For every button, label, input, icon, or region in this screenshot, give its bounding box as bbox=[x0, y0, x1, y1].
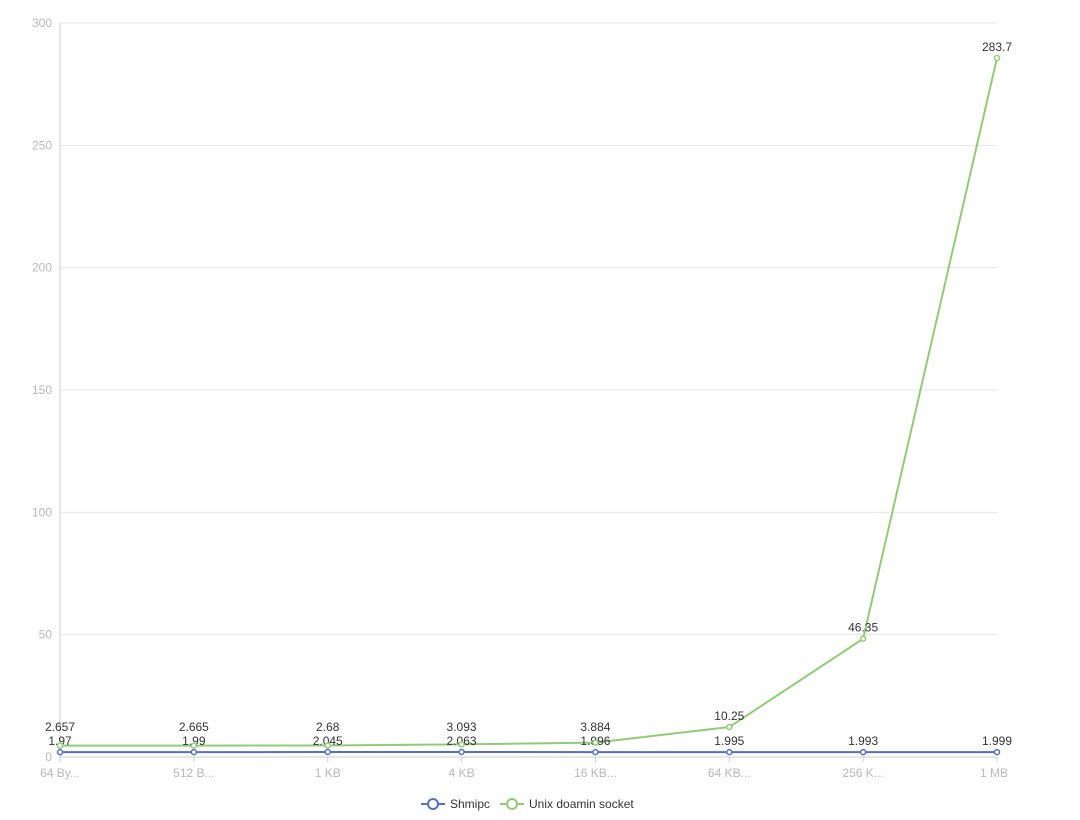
x-tick-label: 1 KB bbox=[315, 766, 341, 780]
x-tick-label: 64 By... bbox=[40, 766, 80, 780]
y-tick-label: 50 bbox=[39, 628, 53, 642]
data-point bbox=[56, 748, 64, 756]
x-tick-label: 64 KB... bbox=[708, 766, 751, 780]
data-label: 283.7 bbox=[982, 40, 1012, 54]
data-label: 1.97 bbox=[48, 734, 72, 748]
data-point bbox=[458, 741, 465, 748]
data-point bbox=[859, 635, 867, 642]
y-tick-label: 100 bbox=[32, 505, 52, 519]
data-label: 1.999 bbox=[982, 734, 1012, 748]
data-label: 2.063 bbox=[447, 734, 477, 748]
data-point bbox=[190, 748, 198, 756]
data-point bbox=[726, 723, 733, 731]
data-label: 46.35 bbox=[848, 621, 878, 635]
y-tick-label: 250 bbox=[32, 138, 52, 152]
data-point bbox=[324, 748, 331, 756]
data-label: 1.99 bbox=[182, 734, 206, 748]
data-label: 10.25 bbox=[714, 709, 744, 723]
data-point bbox=[458, 748, 465, 756]
y-tick-label: 0 bbox=[45, 750, 52, 764]
data-point bbox=[592, 748, 599, 756]
legend-label: Shmipc bbox=[450, 797, 490, 811]
data-point bbox=[592, 739, 599, 746]
data-label: 2.68 bbox=[316, 720, 340, 734]
y-tick-label: 150 bbox=[32, 383, 52, 397]
data-point bbox=[190, 742, 198, 749]
data-point bbox=[56, 742, 64, 749]
legend-circle-icon bbox=[427, 798, 439, 810]
data-label: 1.993 bbox=[848, 734, 878, 748]
y-tick-label: 300 bbox=[32, 16, 52, 30]
x-tick-label: 256 K... bbox=[842, 766, 883, 780]
legend-label: Unix doamin socket bbox=[529, 797, 634, 811]
series-line-1 bbox=[59, 57, 998, 747]
x-tick-label: 512 B... bbox=[173, 766, 214, 780]
x-tick-label: 16 KB... bbox=[574, 766, 617, 780]
data-label: 2.657 bbox=[45, 720, 75, 734]
x-tick-label: 1 MB bbox=[980, 766, 1008, 780]
legend-circle-icon bbox=[506, 798, 519, 810]
data-label: 2.665 bbox=[179, 720, 209, 734]
data-point bbox=[859, 748, 867, 756]
data-label: 3.093 bbox=[447, 720, 477, 734]
data-point bbox=[993, 54, 1001, 62]
x-tick-label: 4 KB bbox=[449, 766, 475, 780]
data-label: 1.995 bbox=[714, 734, 744, 748]
data-label: 2.045 bbox=[313, 734, 343, 748]
data-label: 3.884 bbox=[580, 720, 610, 734]
data-point bbox=[726, 748, 733, 756]
y-tick-label: 200 bbox=[32, 261, 52, 275]
data-point bbox=[324, 742, 331, 749]
data-point bbox=[993, 748, 1001, 756]
